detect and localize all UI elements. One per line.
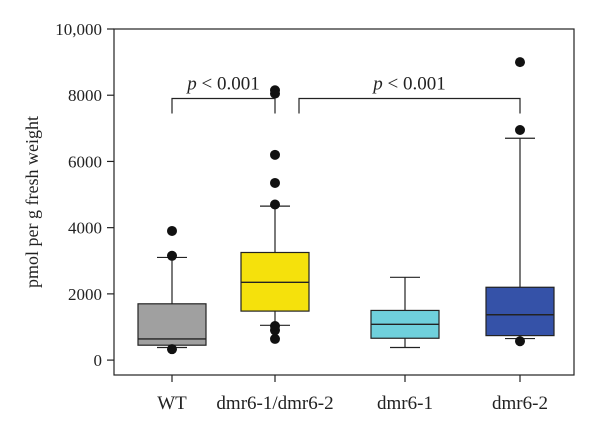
y-tick-label: 0 bbox=[94, 351, 103, 370]
boxes-layer bbox=[137, 57, 555, 355]
outlier-point bbox=[167, 344, 177, 355]
x-category-label: dmr6-1/dmr6-2 bbox=[216, 393, 333, 414]
y-tick-label: 4000 bbox=[68, 219, 102, 238]
significance-bracket: p < 0.001 bbox=[171, 74, 276, 114]
box-group bbox=[485, 57, 555, 347]
outlier-point bbox=[515, 336, 525, 347]
y-tick-label: 10,000 bbox=[55, 20, 102, 39]
significance-bracket: p < 0.001 bbox=[298, 74, 521, 114]
bracket-line bbox=[171, 97, 276, 114]
box-group bbox=[240, 85, 310, 344]
plot-frame bbox=[113, 28, 575, 376]
bracket-line bbox=[298, 97, 521, 114]
outlier-point bbox=[270, 320, 280, 331]
outlier-point bbox=[515, 124, 525, 135]
outlier-point bbox=[270, 333, 280, 344]
outlier-point bbox=[270, 199, 280, 210]
box-group bbox=[370, 276, 440, 349]
box-group bbox=[137, 225, 207, 355]
p-value-label: p < 0.001 bbox=[371, 74, 445, 95]
y-axis: 0 2000 4000 6000 8000 10,000 bbox=[55, 20, 114, 370]
p-value-label: p < 0.001 bbox=[185, 74, 259, 95]
y-tick-label: 2000 bbox=[68, 285, 102, 304]
box-iqr bbox=[485, 286, 555, 337]
significance-annotations: p < 0.001 p < 0.001 bbox=[171, 74, 521, 114]
outlier-point bbox=[515, 57, 525, 68]
x-category-label: dmr6-1 bbox=[377, 393, 433, 414]
outlier-point bbox=[270, 85, 280, 96]
outlier-point bbox=[270, 149, 280, 160]
outlier-point bbox=[270, 177, 280, 188]
y-tick-label: 6000 bbox=[68, 152, 102, 171]
outlier-point bbox=[167, 250, 177, 261]
y-tick-label: 8000 bbox=[68, 86, 102, 105]
x-category-label: WT bbox=[157, 393, 187, 414]
outlier-point bbox=[167, 225, 177, 236]
x-category-label: dmr6-2 bbox=[492, 393, 548, 414]
x-axis: WT dmr6-1/dmr6-2 dmr6-1 dmr6-2 bbox=[157, 375, 548, 414]
y-axis-label: pmol per g fresh weight bbox=[22, 116, 42, 288]
